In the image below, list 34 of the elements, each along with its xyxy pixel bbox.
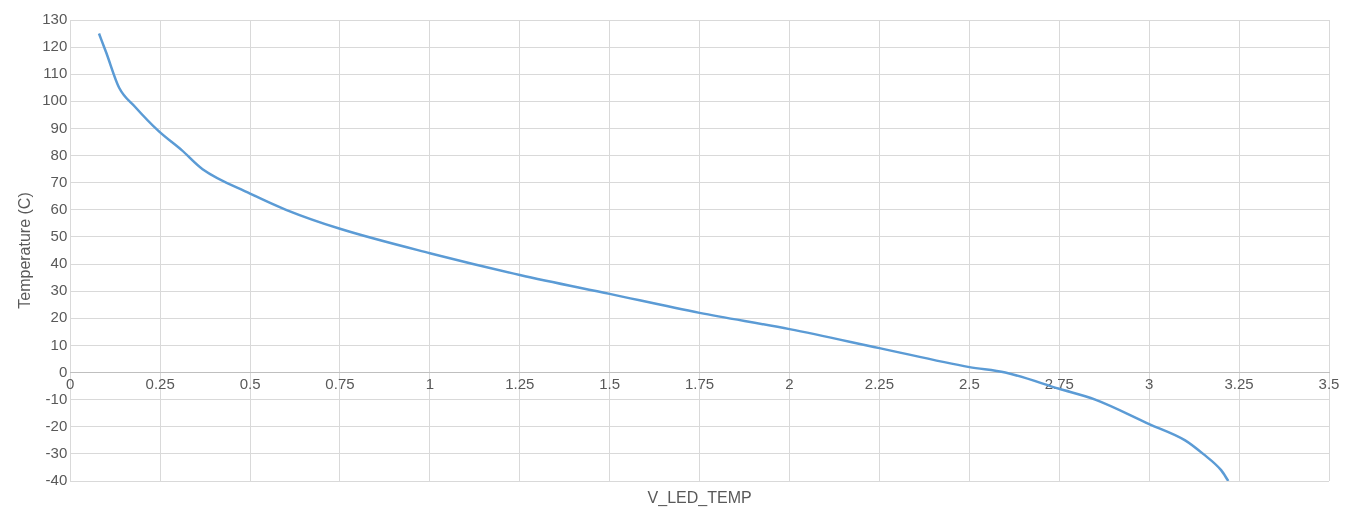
y-tick-label: 110 bbox=[43, 64, 68, 82]
x-tick-label: 3.5 bbox=[1318, 374, 1340, 392]
y-tick-label: 80 bbox=[50, 145, 68, 163]
x-tick-label: 2 bbox=[785, 374, 794, 392]
y-tick-label: 10 bbox=[50, 335, 68, 353]
y-tick-label: 40 bbox=[50, 254, 68, 272]
x-tick-label: 3 bbox=[1145, 374, 1154, 392]
y-tick-label: 130 bbox=[42, 10, 68, 28]
y-tick-label: -20 bbox=[45, 416, 68, 434]
y-tick-label: -10 bbox=[45, 389, 68, 407]
x-tick-label: 3.25 bbox=[1224, 374, 1254, 392]
x-tick-label: 0.25 bbox=[145, 374, 175, 392]
y-tick-label: 0 bbox=[58, 362, 68, 380]
x-tick-label: 2.5 bbox=[958, 374, 980, 392]
x-tick-label: 2.25 bbox=[864, 374, 895, 392]
y-tick-label: 100 bbox=[42, 91, 68, 109]
x-tick-label: 2.75 bbox=[1044, 374, 1074, 392]
x-tick-label: 1.5 bbox=[599, 374, 621, 392]
y-tick-label: 60 bbox=[50, 199, 68, 217]
x-tick-label: 0.75 bbox=[325, 374, 355, 392]
y-tick-label: 90 bbox=[50, 118, 68, 136]
x-tick-label: 0.5 bbox=[239, 374, 261, 392]
y-axis-title: Temperature (C) bbox=[16, 192, 34, 309]
y-tick-label: 30 bbox=[50, 281, 68, 299]
x-tick-label: 1.25 bbox=[505, 374, 535, 392]
y-tick-label: 50 bbox=[50, 227, 68, 245]
x-tick-label: 1 bbox=[425, 374, 435, 392]
y-tick-label: 120 bbox=[42, 37, 68, 55]
x-tick-label: 1.75 bbox=[685, 374, 715, 392]
y-tick-label: 20 bbox=[50, 308, 68, 326]
y-tick-label: 70 bbox=[50, 172, 68, 190]
y-tick-label: -30 bbox=[45, 444, 68, 462]
y-tick-label: -40 bbox=[45, 471, 68, 489]
x-axis-title: V_LED_TEMP bbox=[647, 489, 752, 508]
